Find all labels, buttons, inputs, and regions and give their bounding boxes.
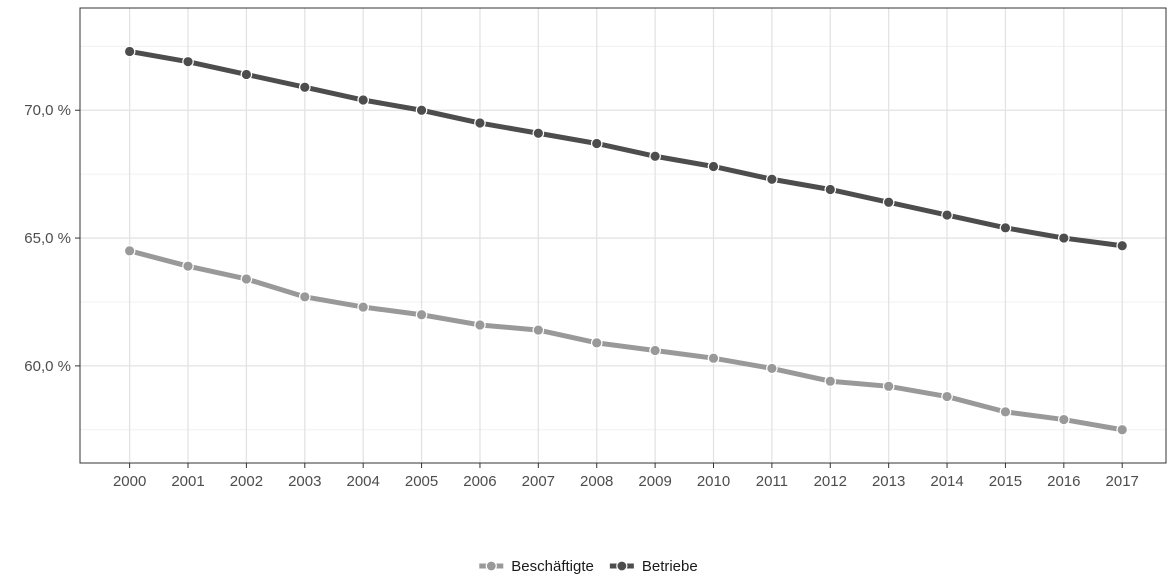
x-tick-label: 2003 [288, 473, 321, 490]
axis-layer: 60,0 % 65,0 % 70,0 % 2000 2001 2002 2003 2004 20… [24, 102, 1139, 490]
legend-item: Beschäftigte [479, 558, 594, 575]
data-point [240, 68, 253, 81]
data-point [474, 319, 486, 331]
x-tick-label: 2012 [814, 473, 847, 490]
data-point [240, 273, 253, 285]
x-tick-label: 2004 [346, 473, 379, 490]
series-layer [123, 45, 1129, 436]
data-point [532, 324, 545, 336]
data-point [824, 375, 837, 388]
data-point [766, 362, 778, 375]
data-point [824, 183, 837, 196]
data-point [415, 104, 428, 117]
x-tick-label: 2002 [230, 473, 263, 490]
legend-label: Beschäftigte [511, 558, 594, 575]
x-tick-label: 2007 [522, 473, 555, 490]
y-tick-label: 70,0 % [24, 102, 71, 119]
x-tick-label: 2017 [1106, 473, 1139, 490]
series-line-1 [127, 48, 1125, 249]
series-line-0 [127, 248, 1125, 433]
data-point [590, 337, 603, 349]
data-point [182, 260, 194, 272]
data-point [123, 45, 136, 58]
data-point [649, 150, 661, 163]
data-point [999, 406, 1012, 418]
data-point [1058, 232, 1070, 244]
data-point [532, 127, 545, 140]
data-point [707, 352, 720, 364]
x-tick-label: 2009 [638, 473, 671, 490]
x-tick-label: 2008 [580, 473, 613, 490]
data-point [1058, 413, 1070, 426]
legend-key-point [616, 560, 628, 572]
data-point [590, 137, 603, 150]
x-tick-label: 2010 [697, 473, 730, 490]
x-tick-label: 2011 [756, 473, 788, 490]
data-point [882, 380, 895, 393]
y-tick-label: 60,0 % [24, 358, 71, 375]
grid-layer [80, 8, 1166, 463]
data-point [474, 117, 486, 129]
legend: Beschäftigte Betriebe [479, 558, 698, 575]
data-point [298, 291, 311, 303]
x-tick-label: 2005 [405, 473, 438, 490]
data-point [298, 81, 311, 94]
plot-panel-border [79, 7, 1167, 464]
data-point [1116, 423, 1129, 436]
x-tick-label: 2013 [872, 473, 905, 490]
data-point [123, 245, 136, 257]
legend-item: Betriebe [609, 558, 698, 575]
x-tick-label: 2014 [930, 473, 963, 490]
x-tick-label: 2016 [1047, 473, 1080, 490]
x-tick-label: 2015 [989, 473, 1022, 490]
x-tick-label: 2001 [171, 473, 204, 490]
data-point [649, 344, 661, 357]
data-point [1116, 239, 1129, 252]
data-point [182, 55, 194, 68]
data-point [999, 222, 1012, 234]
data-point [415, 308, 428, 321]
data-point [357, 301, 369, 313]
y-tick-label: 65,0 % [24, 230, 71, 247]
data-point [766, 173, 778, 186]
data-point [707, 160, 720, 173]
x-tick-label: 2000 [113, 473, 146, 490]
x-tick-label: 2006 [463, 473, 496, 490]
data-point [941, 209, 953, 221]
data-point [882, 196, 895, 209]
data-point [357, 94, 369, 106]
data-point [941, 390, 953, 403]
legend-label: Betriebe [642, 558, 698, 575]
legend-key-point [485, 560, 497, 572]
